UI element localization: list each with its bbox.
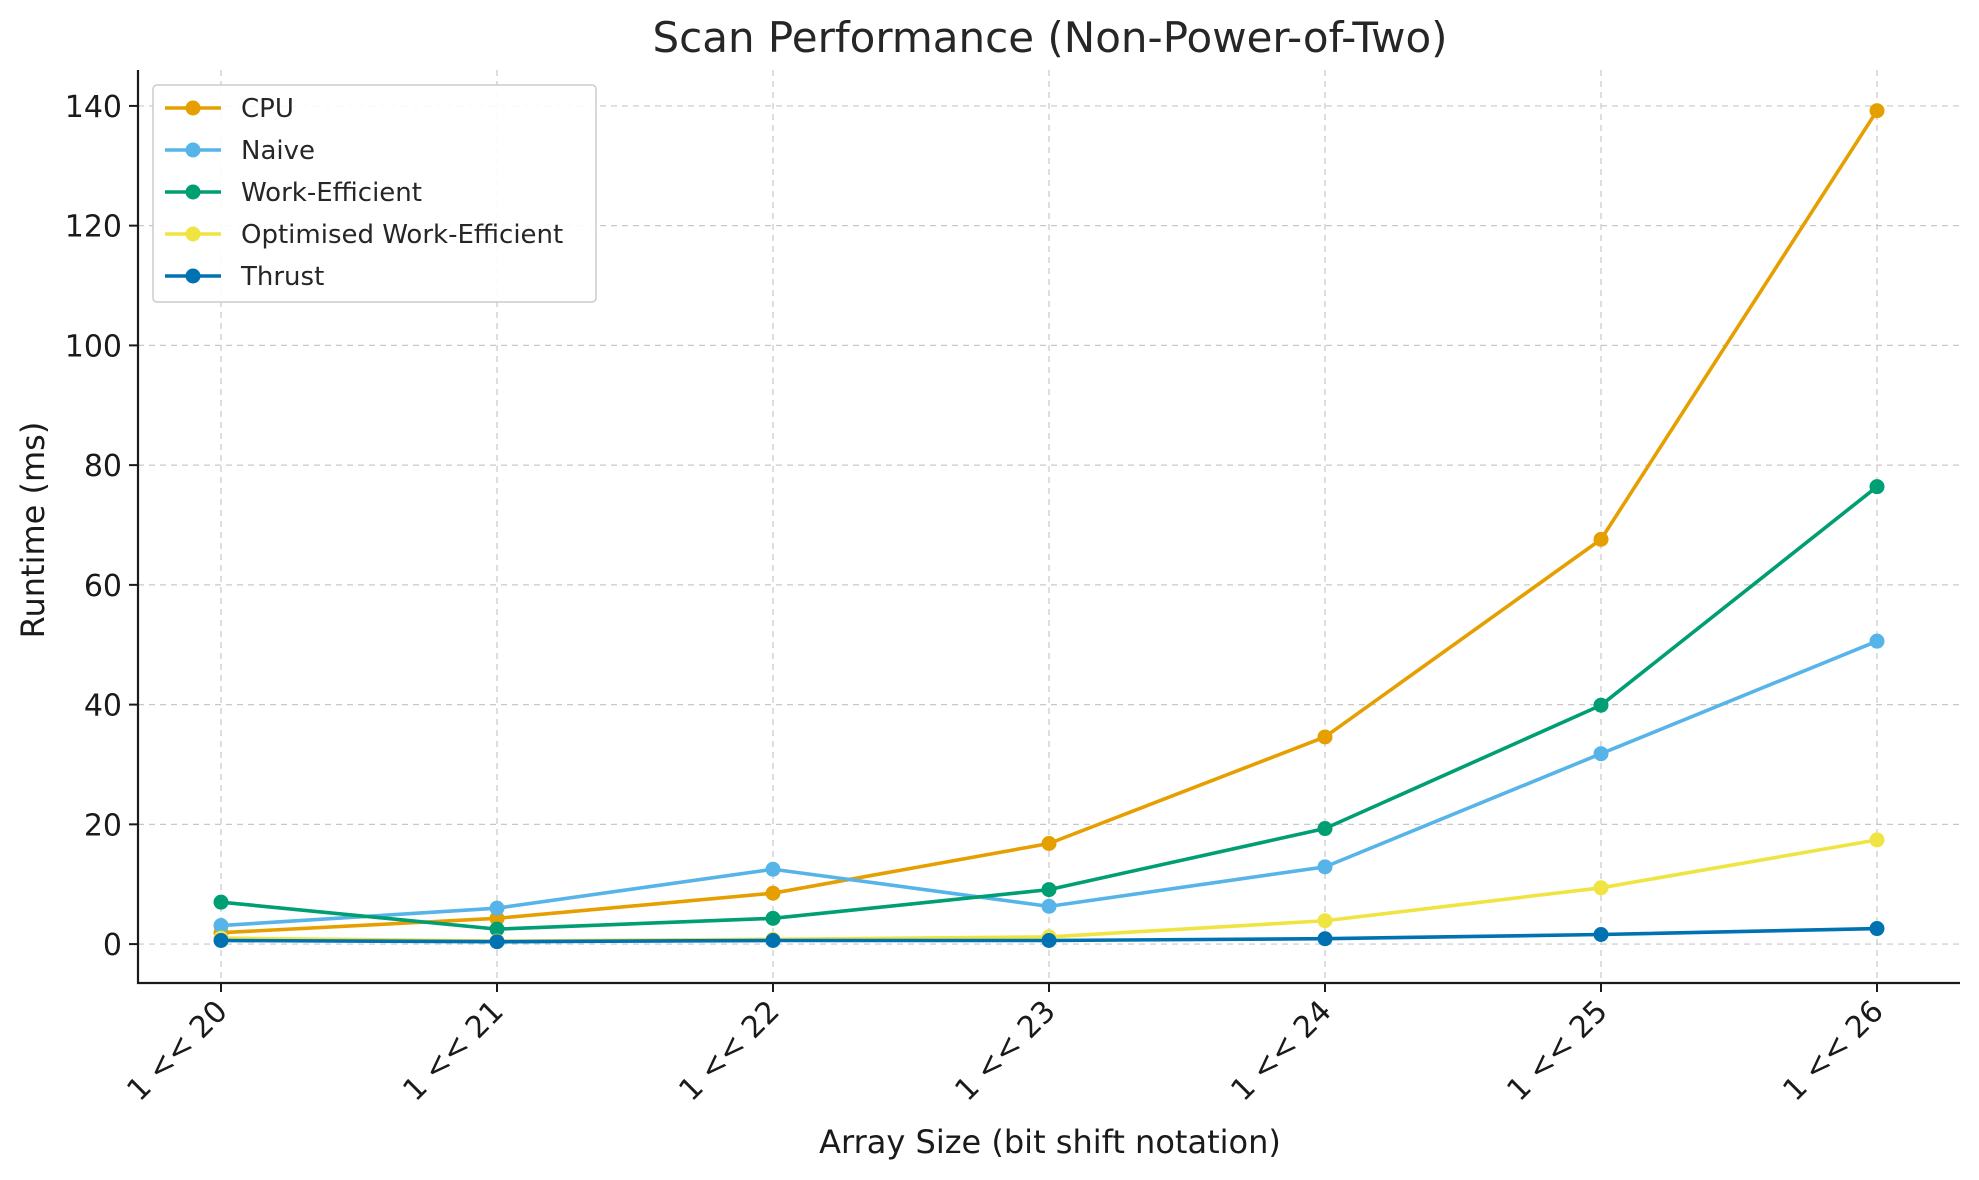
data-point	[1593, 697, 1609, 713]
legend-label: Thrust	[240, 262, 324, 292]
axis-spines	[136, 70, 1960, 985]
chart-title: Scan Performance (Non-Power-of-Two)	[652, 13, 1447, 62]
x-tick-label: 1 << 26	[1776, 994, 1890, 1108]
x-tick-label: 1 << 22	[672, 994, 786, 1108]
y-tick-label: 20	[84, 808, 122, 843]
data-point	[765, 861, 781, 877]
legend-entry: Optimised Work-Efficient	[165, 220, 563, 250]
y-tick-label: 80	[84, 449, 122, 484]
data-point	[1041, 898, 1057, 914]
data-point	[1593, 746, 1609, 762]
data-point	[1317, 729, 1333, 745]
data-point	[213, 918, 229, 934]
data-point	[489, 934, 505, 950]
grid	[138, 70, 1960, 983]
series-thrust	[213, 921, 1885, 950]
legend-label: Work-Efficient	[241, 178, 422, 208]
data-point	[1869, 479, 1885, 495]
legend-box	[152, 84, 597, 303]
y-tick-label: 120	[65, 210, 122, 245]
y-tick-label: 60	[84, 569, 122, 604]
y-tick-label: 40	[84, 689, 122, 724]
x-tick-label: 1 << 24	[1224, 994, 1338, 1108]
legend-marker	[185, 184, 201, 200]
data-point	[1041, 836, 1057, 852]
data-point	[1869, 921, 1885, 937]
data-point	[213, 932, 229, 948]
y-tick-label: 0	[103, 928, 122, 963]
x-tick-label: 1 << 25	[1500, 994, 1614, 1108]
data-point	[765, 910, 781, 926]
data-point	[1869, 832, 1885, 848]
y-tick-label: 100	[65, 329, 122, 364]
legend-entry: Thrust	[165, 262, 324, 292]
legend-marker	[185, 226, 201, 242]
data-point	[489, 900, 505, 916]
legend-entry: CPU	[165, 94, 294, 124]
data-point	[1869, 103, 1885, 119]
series-group	[213, 103, 1885, 950]
series-work-efficient	[213, 479, 1885, 937]
data-point	[489, 921, 505, 937]
y-axis-label: Runtime (ms)	[14, 422, 52, 639]
data-point	[1593, 880, 1609, 896]
legend-marker	[185, 268, 201, 284]
data-point	[1869, 633, 1885, 649]
data-point	[1317, 859, 1333, 875]
legend-entry: Work-Efficient	[165, 178, 422, 208]
data-point	[1593, 531, 1609, 547]
data-point	[765, 932, 781, 948]
x-tick-label: 1 << 20	[120, 994, 234, 1108]
data-point	[1041, 932, 1057, 948]
legend-marker	[185, 142, 201, 158]
series-naive	[213, 633, 1885, 934]
data-point	[765, 885, 781, 901]
x-axis-label: Array Size (bit shift notation)	[819, 1123, 1281, 1161]
legend-entry: Naive	[165, 136, 315, 166]
legend-marker	[185, 100, 201, 116]
legend-label: Optimised Work-Efficient	[241, 220, 563, 250]
data-point	[1593, 927, 1609, 943]
data-point	[1041, 882, 1057, 898]
legend-label: Naive	[241, 136, 315, 166]
legend: CPU Naive Work-Efficient Optimised Work-Eff…	[152, 84, 597, 303]
data-point	[1317, 913, 1333, 929]
data-point	[213, 894, 229, 910]
legend-label: CPU	[241, 94, 294, 124]
x-tick-label: 1 << 23	[948, 994, 1062, 1108]
x-tick-label: 1 << 21	[396, 994, 510, 1108]
y-tick-label: 140	[65, 90, 122, 125]
data-point	[1317, 821, 1333, 837]
data-point	[1317, 931, 1333, 947]
